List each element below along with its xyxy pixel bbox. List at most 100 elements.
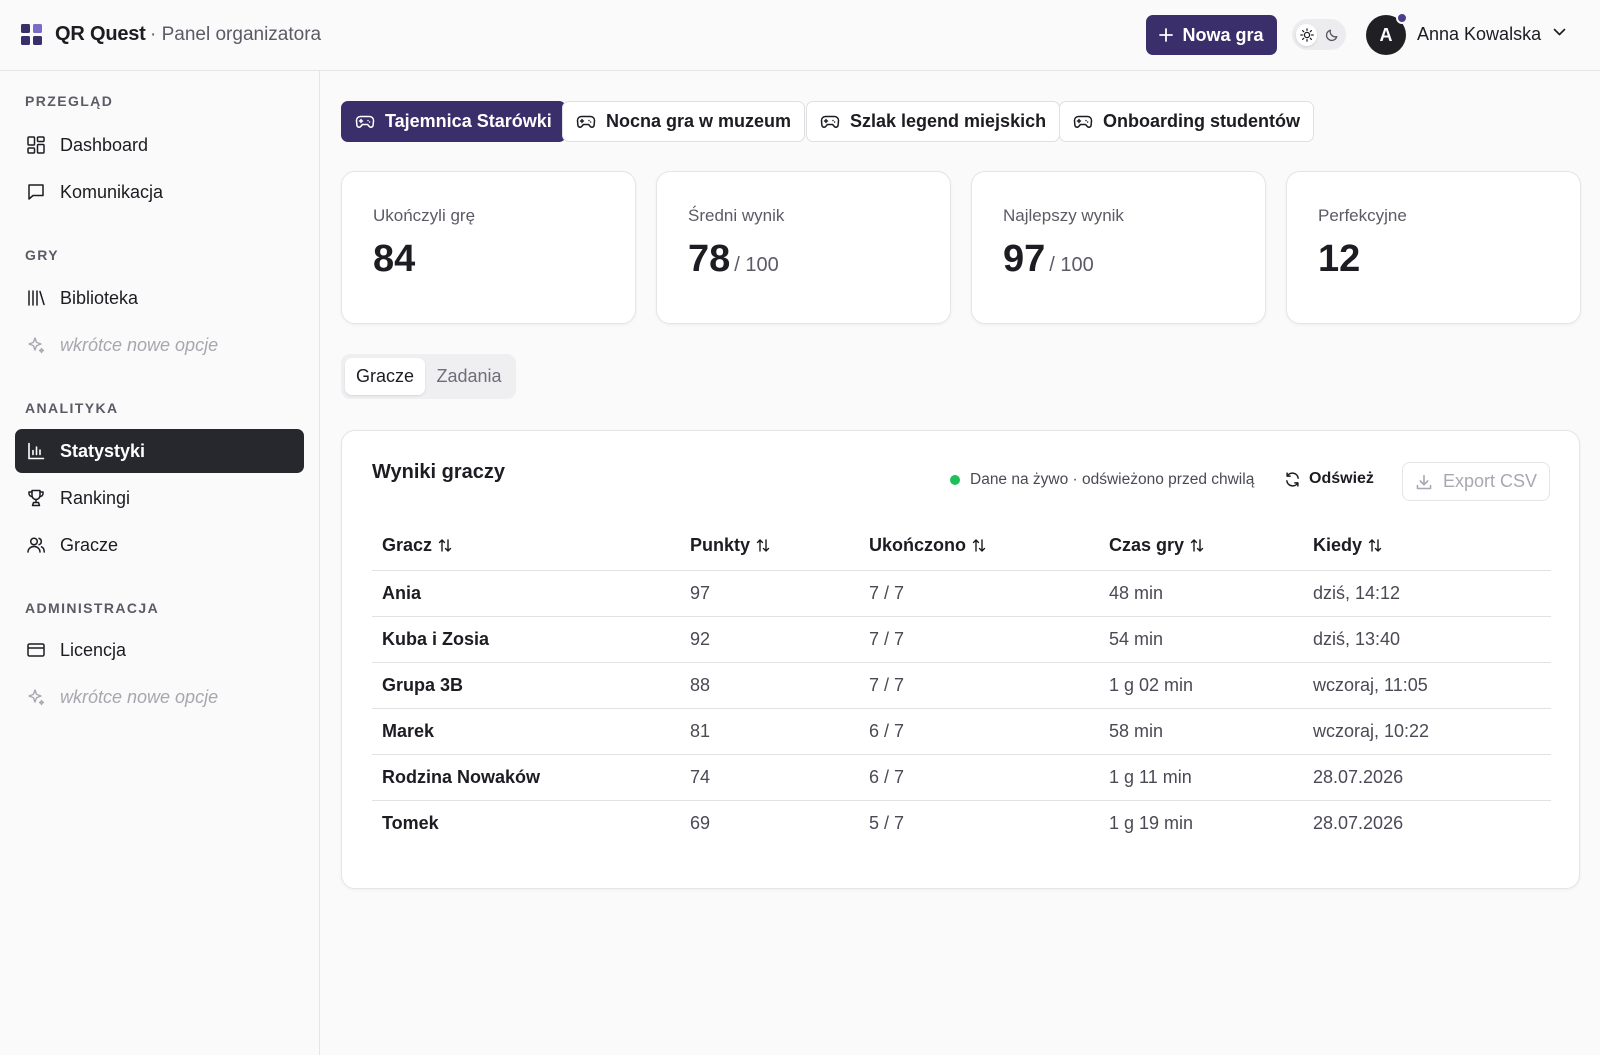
user-name[interactable]: Anna Kowalska: [1417, 24, 1542, 44]
game-tab-label: Nocna gra w muzeum: [606, 111, 792, 131]
when-cell: wczoraj, 10:22: [1303, 708, 1551, 755]
table-row[interactable]: Grupa 3B 88 7 / 7 1 g 02 min wczoraj, 11…: [372, 662, 1551, 709]
plus-icon: [1159, 28, 1174, 42]
sort-icon: [1368, 539, 1382, 552]
stat-value: 97/ 100: [1003, 238, 1094, 280]
sidebar-item-label: wkrótce nowe opcje: [60, 334, 219, 355]
column-header-ukonczono[interactable]: Ukończono: [859, 522, 1099, 571]
game-tab-tajemnica-starowki[interactable]: Tajemnica Starówki: [341, 101, 566, 142]
table-row[interactable]: Ania 97 7 / 7 48 min dziś, 14:12: [372, 570, 1551, 617]
player-name: Grupa 3B: [372, 662, 680, 709]
credit-card-icon: [27, 643, 45, 657]
column-header-kiedy[interactable]: Kiedy: [1303, 522, 1551, 571]
notification-dot: [1396, 12, 1408, 24]
bar-chart-icon: [28, 442, 45, 460]
trophy-icon: [28, 489, 44, 507]
play-time-cell: 58 min: [1099, 708, 1303, 755]
game-tab-label: Szlak legend miejskich: [850, 111, 1047, 131]
section-label-gry: GRY: [25, 247, 60, 263]
library-icon: [28, 290, 45, 306]
table-row[interactable]: Marek 81 6 / 7 58 min wczoraj, 10:22: [372, 708, 1551, 755]
table-row[interactable]: Tomek 69 5 / 7 1 g 19 min 28.07.2026: [372, 800, 1551, 846]
export-csv-button[interactable]: Export CSV: [1402, 462, 1550, 501]
stat-value: 84: [373, 238, 416, 280]
column-header-czas-gry[interactable]: Czas gry: [1099, 522, 1303, 571]
sidebar-item-label: Rankingi: [60, 487, 131, 508]
sort-icon: [756, 539, 770, 552]
column-header-punkty[interactable]: Punkty: [680, 522, 859, 571]
light-mode-option[interactable]: [1296, 23, 1317, 46]
completed-cell: 7 / 7: [859, 570, 1099, 617]
player-name: Tomek: [382, 812, 439, 833]
refresh-label: Odśwież: [1309, 470, 1374, 487]
section-label-przeglad: PRZEGLĄD: [25, 93, 114, 109]
game-tab-nocna-gra-w-muzeum[interactable]: Nocna gra w muzeum: [562, 101, 806, 142]
stat-value: 78/ 100: [688, 238, 779, 280]
sidebar-item-label: wkrótce nowe opcje: [60, 686, 219, 707]
play-time-cell: 1 g 19 min: [1109, 812, 1194, 833]
sidebar-item-label: Komunikacja: [60, 181, 164, 202]
sidebar-item-komunikacja[interactable]: Komunikacja: [15, 170, 304, 214]
sidebar-item-label: Licencja: [60, 639, 127, 660]
view-tabs: Gracze Zadania: [341, 354, 516, 399]
when-cell: wczoraj, 11:05: [1303, 662, 1551, 709]
game-tab-label: Tajemnica Starówki: [385, 111, 552, 131]
play-time-cell: 1 g 02 min: [1099, 662, 1303, 709]
sidebar-item-biblioteka[interactable]: Biblioteka: [15, 276, 304, 320]
refresh-icon: [1286, 471, 1299, 487]
sun-icon: [1299, 27, 1314, 42]
results-table: Gracz Punkty Ukończono Czas gry Kiedy An…: [372, 522, 1551, 846]
game-tab-label: Onboarding studentów: [1103, 111, 1300, 131]
player-name: Rodzina Nowaków: [372, 754, 680, 801]
sparkles-icon: [28, 689, 45, 706]
live-dot-icon: [950, 475, 960, 485]
points-cell: 69: [690, 812, 711, 833]
stat-card-best-score: Najlepszy wynik 97/ 100: [971, 171, 1266, 324]
table-row[interactable]: Rodzina Nowaków 74 6 / 7 1 g 11 min 28.0…: [372, 754, 1551, 801]
tab-zadania[interactable]: Zadania: [436, 366, 502, 386]
player-name: Kuba i Zosia: [372, 616, 680, 663]
brand-subtitle: · Panel organizatora: [150, 24, 322, 45]
export-label: Export CSV: [1442, 471, 1538, 491]
dark-mode-option[interactable]: [1321, 24, 1342, 46]
stat-card-average-score: Średni wynik 78/ 100: [656, 171, 951, 324]
sidebar-item-statystyki[interactable]: Statystyki: [15, 429, 304, 473]
stat-label: Najlepszy wynik: [1003, 206, 1124, 225]
sidebar-item-label: Dashboard: [60, 134, 149, 155]
new-game-button[interactable]: Nowa gra: [1146, 15, 1277, 55]
section-label-analityka: ANALITYKA: [25, 400, 119, 416]
sidebar: PRZEGLĄD Dashboard Komunikacja GRY Bibli…: [0, 71, 320, 1055]
play-time-cell: 1 g 11 min: [1099, 754, 1303, 801]
game-tab-szlak-legend-miejskich[interactable]: Szlak legend miejskich: [806, 101, 1061, 142]
when-cell: dziś, 14:12: [1303, 570, 1551, 617]
sort-icon: [1190, 539, 1204, 552]
points-cell: 92: [680, 616, 859, 663]
chevron-down-icon[interactable]: [1553, 28, 1566, 37]
sidebar-item-licencja[interactable]: Licencja: [15, 628, 304, 672]
points-cell: 74: [680, 754, 859, 801]
stat-label: Ukończyli grę: [373, 206, 476, 225]
logo-icon: [21, 24, 42, 45]
refresh-button[interactable]: Odśwież: [1284, 470, 1374, 488]
when-cell: 28.07.2026: [1303, 754, 1551, 801]
sidebar-item-dashboard[interactable]: Dashboard: [15, 123, 304, 167]
tab-gracze[interactable]: Gracze: [345, 358, 425, 395]
play-time-cell: 54 min: [1099, 616, 1303, 663]
sidebar-item-rankingi[interactable]: Rankingi: [15, 476, 304, 520]
points-cell: 81: [680, 708, 859, 755]
users-icon: [27, 537, 45, 553]
moon-icon: [1325, 29, 1337, 41]
sparkles-icon: [28, 337, 45, 354]
play-time-cell: 48 min: [1099, 570, 1303, 617]
gamepad-icon: [576, 115, 596, 128]
completed-cell: 7 / 7: [859, 662, 1099, 709]
theme-toggle[interactable]: [1292, 19, 1346, 50]
stat-value: 12: [1318, 238, 1361, 280]
points-cell: 88: [680, 662, 859, 709]
game-tab-onboarding-studentow[interactable]: Onboarding studentów: [1059, 101, 1314, 142]
sidebar-item-gracze[interactable]: Gracze: [15, 523, 304, 567]
table-row[interactable]: Kuba i Zosia 92 7 / 7 54 min dziś, 13:40: [372, 616, 1551, 663]
sidebar-item-label: Gracze: [60, 534, 119, 555]
column-header-gracz[interactable]: Gracz: [372, 522, 680, 571]
sort-icon: [438, 539, 452, 552]
